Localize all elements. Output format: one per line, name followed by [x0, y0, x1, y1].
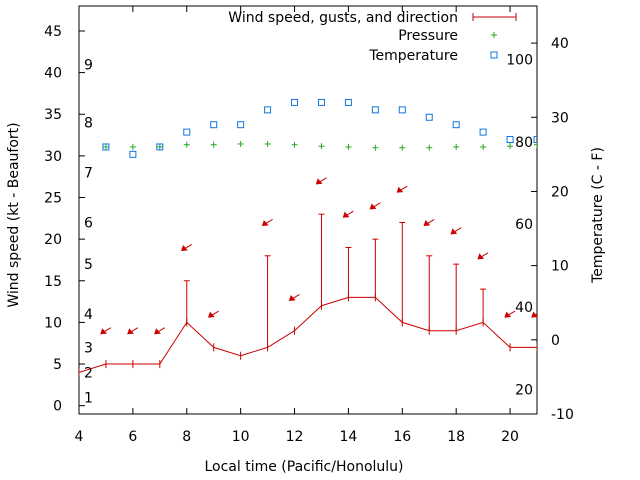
y-tick-label: 30 [44, 149, 62, 165]
axes: 4 6 8 10 12 14 16 18 20051015202530354045-100102… [44, 5, 574, 445]
y2-tick-label: -10 [551, 407, 574, 423]
wind-direction-arrowhead [100, 328, 107, 335]
temperature-point [506, 136, 514, 144]
temperature-point [317, 98, 325, 106]
x-tick-label: 14 [339, 429, 357, 445]
x-tick-label: 8 [182, 429, 191, 445]
series-clip-group [79, 98, 537, 377]
x-tick-label: 12 [286, 429, 304, 445]
beaufort-label: 4 [84, 307, 93, 323]
wind-direction-arrowhead [396, 186, 404, 193]
y-tick-label: 5 [53, 357, 62, 373]
legend-label-wind: Wind speed, gusts, and direction [228, 10, 458, 26]
temperature-point [210, 121, 218, 129]
temperature-point [344, 98, 352, 106]
y-tick-label: 20 [44, 232, 62, 248]
temperature-point [425, 113, 433, 121]
y-tick-label: 45 [44, 24, 62, 40]
fahrenheit-label: 60 [515, 217, 533, 233]
y-tick-label: 25 [44, 191, 62, 207]
wind-direction-arrowhead [531, 311, 537, 318]
temperature-point [479, 128, 487, 136]
wind-direction-arrowhead [261, 220, 269, 227]
x-tick-label: 16 [393, 429, 411, 445]
temperature-point [102, 143, 110, 151]
wind-direction-arrowhead [342, 211, 350, 218]
y-tick-label: 10 [44, 315, 62, 331]
beaufort-label: 1 [84, 390, 93, 406]
y2-tick-label: 0 [551, 333, 560, 349]
wind-direction-arrowhead [369, 203, 377, 210]
beaufort-label: 5 [84, 257, 93, 273]
beaufort-label: 7 [84, 166, 93, 182]
wind-direction-arrowhead [154, 328, 161, 335]
wind-direction-arrowhead [127, 328, 134, 335]
y2-tick-label: 20 [551, 184, 569, 200]
temperature-point [264, 106, 272, 114]
beaufort-label: 6 [84, 215, 93, 231]
y2-tick-label: 40 [551, 36, 569, 52]
fahrenheit-label: 100 [506, 52, 533, 68]
temperature-point [452, 121, 460, 129]
temperature-point [183, 128, 191, 136]
beaufort-label: 8 [84, 116, 93, 132]
wind-direction-arrowhead [450, 228, 458, 235]
legend: Wind speed, gusts, and direction Pressur… [228, 10, 517, 64]
y-tick-label: 35 [44, 107, 62, 123]
legend-label-pressure: Pressure [398, 28, 458, 44]
x-tick-label: 18 [447, 429, 465, 445]
temperature-point [237, 121, 245, 129]
fahrenheit-label: 20 [515, 383, 533, 399]
y-tick-label: 0 [53, 399, 62, 415]
beaufort-label: 2 [84, 365, 93, 381]
x-tick-label: 4 [75, 429, 84, 445]
temperature-point [156, 143, 164, 151]
x-tick-label: 20 [501, 429, 519, 445]
beaufort-label: 9 [84, 57, 93, 73]
wind-direction-arrowhead [315, 178, 323, 185]
wind-direction-arrowhead [423, 220, 431, 227]
y-tick-label: 40 [44, 66, 62, 82]
x-tick-label: 10 [232, 429, 250, 445]
wind-direction-arrowhead [504, 311, 512, 318]
series-layer [79, 98, 537, 377]
wind-direction-arrowhead [207, 311, 215, 318]
y-axis-label: Wind speed (kt - Beaufort) [6, 122, 22, 307]
y-tick-label: 15 [44, 274, 62, 290]
temperature-point [371, 106, 379, 114]
plot-frame [78, 5, 538, 415]
temperature-point [398, 106, 406, 114]
legend-sample-temperature [490, 51, 498, 59]
x-tick-label: 6 [128, 429, 137, 445]
wind-speed-line [79, 296, 537, 373]
y2-tick-label: 10 [551, 259, 569, 275]
temperature-point [129, 150, 137, 158]
fahrenheit-label: 80 [515, 135, 533, 151]
wind-direction-arrowhead [288, 294, 296, 302]
beaufort-label: 3 [84, 340, 93, 356]
x-axis-label: Local time (Pacific/Honolulu) [204, 459, 403, 475]
wind-direction-arrowhead [181, 244, 188, 252]
y2-tick-label: 30 [551, 110, 569, 126]
temperature-point [533, 136, 537, 144]
temperature-point [291, 98, 299, 106]
legend-label-temperature: Temperature [368, 48, 458, 64]
wind-direction-arrowhead [477, 253, 485, 260]
y2-axis-label: Temperature (C - F) [590, 147, 606, 284]
fahrenheit-label: 40 [515, 300, 533, 316]
